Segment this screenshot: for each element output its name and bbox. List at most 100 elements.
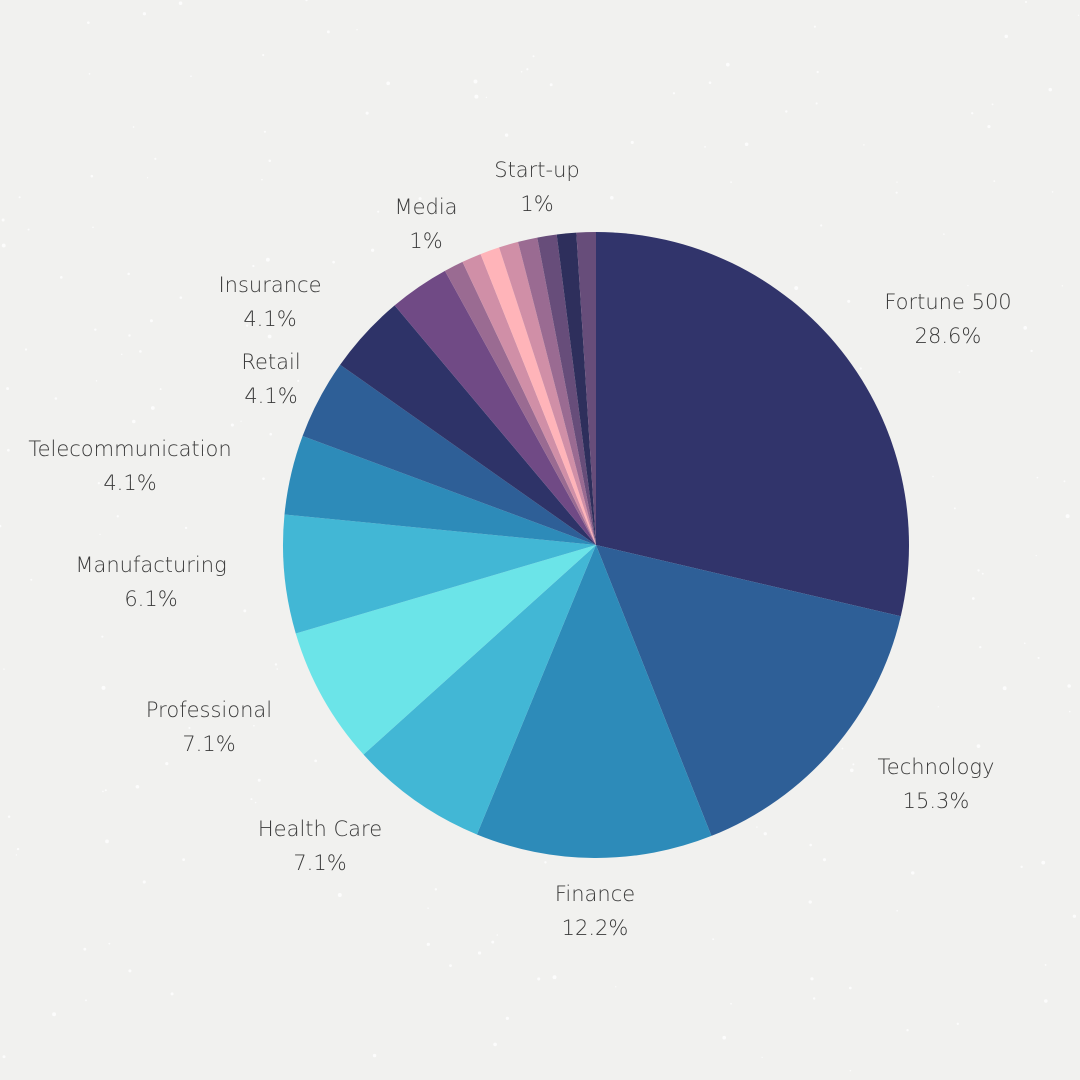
background-speckle <box>332 260 335 264</box>
background-speckle <box>108 942 111 945</box>
slice-label-name: Professional <box>145 698 273 722</box>
background-speckle <box>505 1016 510 1021</box>
background-speckle <box>979 645 982 649</box>
background-speckle <box>1044 964 1047 966</box>
background-speckle <box>937 706 939 708</box>
background-speckle <box>27 228 30 231</box>
background-speckle <box>725 62 730 67</box>
background-speckle <box>101 685 106 690</box>
background-speckle <box>105 839 109 844</box>
background-speckle <box>672 92 676 95</box>
background-speckle <box>150 406 155 410</box>
background-speckle <box>863 144 865 146</box>
background-speckle <box>953 507 956 510</box>
background-speckle <box>290 826 294 830</box>
background-speckle <box>356 29 358 31</box>
slice-label: Media 1% <box>394 190 457 258</box>
background-speckle <box>763 832 767 836</box>
background-speckle <box>610 196 614 200</box>
background-speckle <box>202 451 206 455</box>
background-speckle <box>972 597 975 600</box>
slice-label-value: 4.1% <box>244 384 298 408</box>
background-speckle <box>544 861 547 864</box>
background-speckle <box>1002 686 1007 691</box>
background-speckle <box>262 477 265 480</box>
background-speckle <box>274 663 278 666</box>
slice-label-name: Fortune 500 <box>884 290 1012 314</box>
pie-slice-media <box>444 261 596 545</box>
background-speckle <box>3 668 5 670</box>
pie-slice <box>394 270 596 545</box>
slice-label-name: Health Care <box>257 817 383 841</box>
background-speckle <box>154 157 157 160</box>
background-speckle <box>86 21 90 25</box>
pie-slice <box>462 254 596 546</box>
background-speckle <box>94 328 97 331</box>
pie-slice <box>537 234 596 546</box>
background-speckle <box>128 477 133 482</box>
background-speckle <box>1 218 5 222</box>
background-speckle <box>485 96 488 99</box>
background-speckle <box>276 668 279 670</box>
background-speckle <box>493 1042 497 1047</box>
background-speckle <box>473 79 478 84</box>
background-speckle <box>337 893 342 897</box>
background-speckle <box>73 451 75 454</box>
background-speckle <box>615 986 617 988</box>
background-speckle <box>127 272 130 276</box>
slice-label: Professional 7.1% <box>146 693 272 761</box>
background-speckle <box>1024 0 1028 4</box>
background-speckle <box>434 888 438 891</box>
background-speckle <box>104 789 107 792</box>
background-speckle <box>254 801 257 804</box>
background-speckle <box>730 1002 732 1005</box>
pie-slice-start-up <box>518 237 596 545</box>
background-speckle <box>250 798 253 801</box>
pie-slice-health-care <box>363 545 596 835</box>
background-speckle <box>245 324 249 327</box>
background-speckle <box>848 986 852 990</box>
background-speckle <box>265 257 270 262</box>
background-speckle <box>849 768 854 773</box>
background-speckle <box>496 934 499 936</box>
background-speckle <box>1072 914 1077 918</box>
background-speckle <box>730 181 732 183</box>
background-speckle <box>52 1012 57 1017</box>
slice-label-name: Media <box>394 195 458 219</box>
background-speckle <box>1067 684 1071 688</box>
background-speckle <box>370 248 375 252</box>
background-speckle <box>708 81 712 85</box>
slice-label-name: Finance <box>554 882 636 906</box>
background-speckle <box>756 826 758 828</box>
background-speckle <box>976 744 981 748</box>
background-speckle <box>128 969 132 973</box>
slice-label-value: 4.1% <box>243 307 297 331</box>
background-speckle <box>179 296 183 299</box>
background-speckle <box>96 560 99 563</box>
background-speckle <box>810 977 814 981</box>
background-speckle <box>895 191 898 194</box>
background-speckle <box>297 379 300 382</box>
slice-label: Manufacturing 6.1% <box>75 548 226 616</box>
background-speckle <box>267 334 272 339</box>
slice-label: Finance 12.2% <box>555 877 635 945</box>
background-speckle <box>247 318 251 322</box>
background-speckle <box>1044 999 1048 1003</box>
background-speckle <box>841 747 844 750</box>
background-speckle <box>1 243 6 248</box>
pie-slice-retail <box>302 364 596 545</box>
background-speckle <box>498 167 502 171</box>
slice-label-name: Technology <box>877 755 995 779</box>
slice-label-value: 12.2% <box>561 916 629 940</box>
background-speckle <box>16 847 20 851</box>
background-speckle <box>132 126 135 128</box>
background-speckle <box>704 145 706 148</box>
background-speckle <box>128 334 131 337</box>
background-speckle <box>159 388 162 391</box>
pie-slice <box>499 241 596 545</box>
background-speckle <box>794 286 799 290</box>
slice-label-name: Start-up <box>494 158 580 182</box>
background-speckle <box>1023 326 1028 330</box>
background-speckle <box>7 448 10 452</box>
